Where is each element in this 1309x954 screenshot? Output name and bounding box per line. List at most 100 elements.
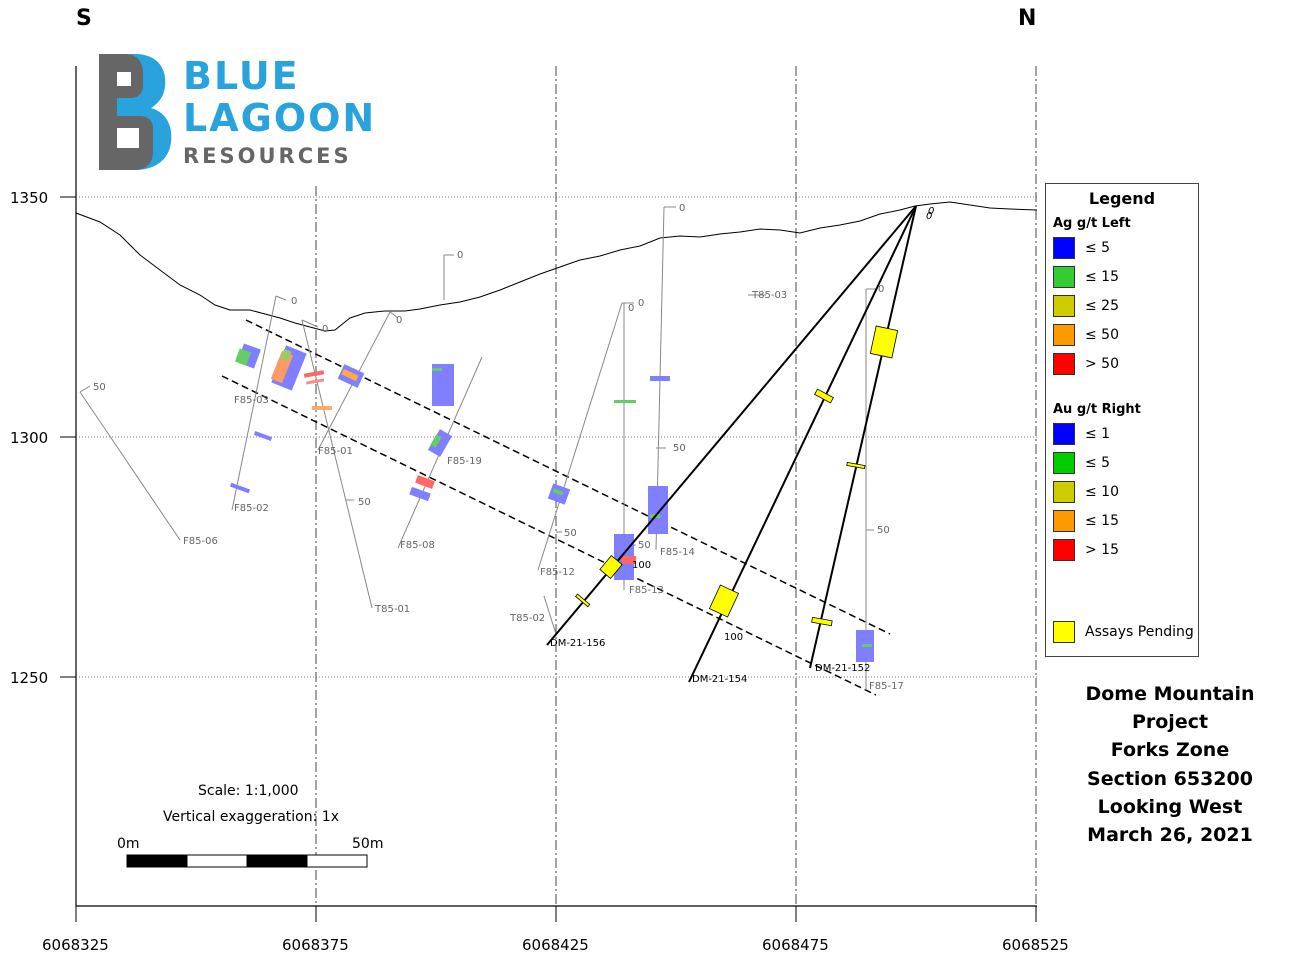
hole-label-f85-14: F85-14 xyxy=(660,547,695,558)
legend-title: Legend xyxy=(1088,189,1156,208)
logo-word-blue: BLUE xyxy=(183,54,300,98)
pending-swatch xyxy=(1053,621,1075,643)
hole-mid-f85-14: 50 xyxy=(673,443,686,454)
au-label: ≤ 1 xyxy=(1085,425,1111,442)
au-swatch-red xyxy=(1053,538,1075,561)
company-logo: BLUE LAGOON RESOURCES xyxy=(95,52,385,177)
au-swatch-yellow xyxy=(1053,480,1075,503)
hole-mid-f85-17: 50 xyxy=(877,525,890,536)
project-title-block: Dome Mountain Project Forks Zone xyxy=(1048,680,1292,764)
drill-depth-dm-21-156: 100 xyxy=(632,560,651,571)
legend-au-item: ≤ 1 xyxy=(1053,419,1198,448)
logo-b-mark xyxy=(99,54,172,170)
hole-label-f85-12: F85-12 xyxy=(540,567,575,578)
ag-label: ≤ 50 xyxy=(1085,326,1119,343)
au-label: ≤ 15 xyxy=(1085,512,1119,529)
hole-top-f85-13: 0 xyxy=(628,303,634,314)
drill-label-dm-21-156: DM-21-156 xyxy=(550,638,605,649)
hole-label-f85-19: F85-19 xyxy=(447,456,482,467)
hole-label-f85-13: F85-13 xyxy=(629,585,664,596)
legend-au-item: ≤ 15 xyxy=(1053,506,1198,535)
hole-top-f85-01: 0 xyxy=(396,315,402,326)
legend-ag-item: ≤ 50 xyxy=(1053,320,1198,349)
y-tick-1300: 1300 xyxy=(10,429,48,447)
elevation-gridlines xyxy=(76,196,1037,678)
ag-swatch-yellow xyxy=(1053,294,1075,317)
legend-ag-item: ≤ 5 xyxy=(1053,233,1198,262)
scale-left-label: 0m xyxy=(117,836,140,852)
hole-mid-f85-13: 50 xyxy=(638,540,651,551)
easting-gridlines xyxy=(315,66,1037,906)
section-info-block: Section 653200 Looking West March 26, 20… xyxy=(1048,765,1292,849)
hole-label-t85-02: T85-02 xyxy=(509,613,545,624)
x-tick-6068425: 6068425 xyxy=(522,936,589,954)
hole-label-f85-02: F85-02 xyxy=(234,503,269,514)
legend-ag-item: ≤ 25 xyxy=(1053,291,1198,320)
drill-trace-dm-21-156 xyxy=(546,205,917,646)
drill-label-dm-21-152: DM-21-152 xyxy=(815,663,870,674)
legend-au-item: ≤ 5 xyxy=(1053,448,1198,477)
hole-label-t85-01: T85-01 xyxy=(374,604,410,615)
new-drill-holes xyxy=(546,205,917,683)
hole-label-t85-03: T85-03 xyxy=(751,290,787,301)
legend-ag-item: ≤ 15 xyxy=(1053,262,1198,291)
x-tick-6068325: 6068325 xyxy=(42,936,109,954)
y-tick-1250: 1250 xyxy=(10,669,48,687)
trace-t85-01 xyxy=(301,319,373,609)
project-name: Dome Mountain Project xyxy=(1085,683,1255,733)
hole-label-f85-03: F85-03 xyxy=(234,395,269,406)
hole-top-f85-14: 0 xyxy=(679,203,685,214)
hole-label-f85-08: F85-08 xyxy=(400,540,435,551)
logo-word-resources: RESOURCES xyxy=(183,144,352,168)
ag-swatch-green xyxy=(1053,265,1075,288)
legend-au-list: ≤ 1 ≤ 5 ≤ 10 ≤ 15 > 15 xyxy=(1046,419,1198,564)
collar-label-1: 0 xyxy=(928,206,934,217)
legend-au-item: > 15 xyxy=(1053,535,1198,564)
hole-top-f85-17: 0 xyxy=(878,284,884,295)
x-ticks xyxy=(75,906,1037,922)
trace-f85-06 xyxy=(79,391,181,541)
y-tick-1350: 1350 xyxy=(10,189,48,207)
au-swatch-orange xyxy=(1053,509,1075,532)
hole-label-f85-01: F85-01 xyxy=(318,446,353,457)
north-direction-label: N xyxy=(1018,6,1037,31)
scale-right-label: 50m xyxy=(352,836,384,852)
trace-t85-02 xyxy=(543,595,557,635)
zone-upper-boundary xyxy=(245,319,891,635)
south-direction-label: S xyxy=(76,6,92,31)
section-date: March 26, 2021 xyxy=(1087,824,1253,846)
section-number: Section 653200 xyxy=(1087,768,1253,790)
au-swatch-blue xyxy=(1053,422,1075,445)
zone-name: Forks Zone xyxy=(1110,739,1230,761)
pending-label: Assays Pending xyxy=(1085,624,1194,640)
scale-ratio-text: Scale: 1:1,000 xyxy=(198,783,299,799)
ag-label: ≤ 25 xyxy=(1085,297,1119,314)
trace-f85-02 xyxy=(231,295,277,511)
drill-label-dm-21-154: DM-21-154 xyxy=(692,674,747,685)
ag-swatch-blue xyxy=(1053,236,1075,259)
topography-line xyxy=(75,201,1038,332)
scale-bar xyxy=(126,854,368,868)
drill-trace-dm-21-152 xyxy=(809,205,917,669)
legend-au-title: Au g/t Right xyxy=(1053,402,1141,417)
legend-panel: Legend Ag g/t Left ≤ 5 ≤ 15 ≤ 25 ≤ 50 > … xyxy=(1045,183,1199,657)
trace-f85-12 xyxy=(537,302,623,571)
ag-label: ≤ 15 xyxy=(1085,268,1119,285)
ag-label: ≤ 5 xyxy=(1085,239,1111,256)
hole-top-f85-03: 0 xyxy=(291,296,297,307)
au-swatch-green xyxy=(1053,451,1075,474)
drill-depth-dm-21-154: 100 xyxy=(724,632,743,643)
ag-label: > 50 xyxy=(1085,355,1119,372)
legend-au-item: ≤ 10 xyxy=(1053,477,1198,506)
assays-pending-intercepts xyxy=(575,325,899,627)
au-label: > 15 xyxy=(1085,541,1119,558)
y-ticks xyxy=(60,196,76,678)
hole-top-f85-19: 0 xyxy=(457,250,463,261)
legend-ag-list: ≤ 5 ≤ 15 ≤ 25 ≤ 50 > 50 xyxy=(1046,233,1198,378)
hole-label-f85-06: F85-06 xyxy=(183,536,218,547)
x-tick-6068525: 6068525 xyxy=(1002,936,1069,954)
historic-assay-intercepts xyxy=(229,343,874,662)
legend-pending-item: Assays Pending xyxy=(1053,621,1194,643)
x-tick-6068375: 6068375 xyxy=(282,936,349,954)
